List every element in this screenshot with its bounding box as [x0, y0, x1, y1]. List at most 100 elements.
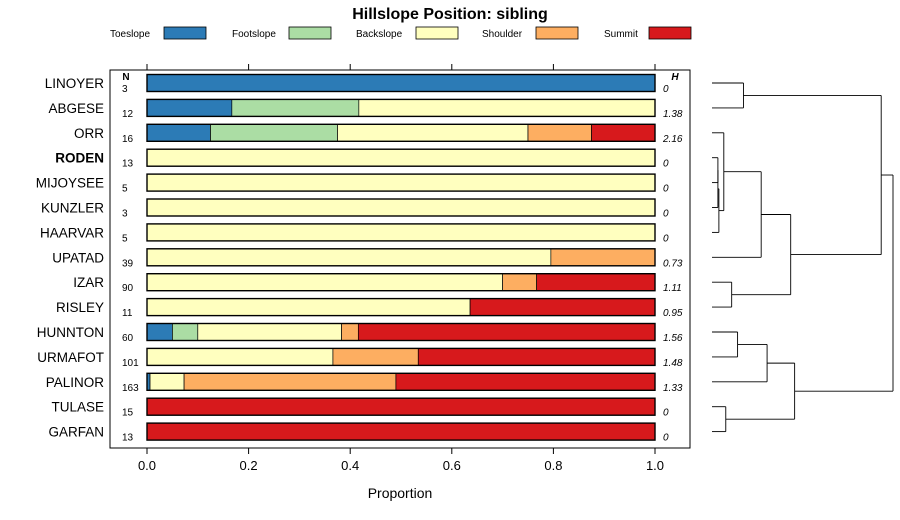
bar-segment-urmafot-summit [417, 348, 656, 366]
row-label-palinor: PALINOR [46, 375, 105, 390]
bar-segment-haarvar-backslope [146, 223, 656, 242]
row-label-izar: IZAR [73, 275, 104, 290]
bar-outline [146, 248, 656, 267]
row-label-linoyer: LINOYER [45, 76, 105, 91]
plot-frame [109, 69, 691, 449]
bar-outline [146, 422, 656, 441]
bar-outline [146, 397, 656, 416]
legend-label-shoulder: Shoulder [482, 29, 523, 40]
n-value: 101 [122, 358, 139, 369]
bar-segment-linoyer-toeslope [146, 74, 656, 92]
h-value: 0 [663, 184, 669, 195]
h-value: 1.38 [663, 109, 683, 120]
h-value: 0 [663, 433, 669, 444]
n-value: 13 [122, 433, 134, 444]
chart-title: Hillslope Position: sibling [352, 6, 548, 23]
h-value: 0.95 [663, 308, 683, 319]
bar-segment-urmafot-backslope [146, 348, 334, 366]
bar-segment-urmafot-shoulder [332, 348, 419, 366]
bar-segment-palinor-summit [395, 372, 656, 391]
bar-outline [146, 173, 656, 192]
x-tick-label: 0.6 [443, 458, 461, 473]
n-value: 5 [122, 233, 128, 244]
bar-segment-izar-backslope [146, 273, 503, 292]
dendrogram [712, 82, 894, 433]
x-axis: 0.0 0.2 0.4 0.6 0.8 1.0 [138, 64, 664, 473]
legend-swatch-shoulder [535, 26, 579, 40]
bar-outline [146, 148, 656, 167]
n-value: 60 [122, 333, 134, 344]
row-label-garfan: GARFAN [48, 425, 104, 440]
h-value: 0.73 [663, 258, 683, 269]
row-label-hunnton: HUNNTON [37, 325, 104, 340]
x-tick-label: 1.0 [646, 458, 664, 473]
row-label-roden: RODEN [55, 151, 104, 166]
bar-outline [146, 297, 656, 317]
legend-label-backslope: Backslope [356, 29, 403, 40]
bar-segment-palinor-shoulder [183, 372, 397, 391]
bar-segment-abgese-backslope [358, 99, 656, 117]
bar-outline [146, 322, 656, 342]
bar-segment-abgese-footslope [231, 99, 360, 117]
bar-segment-izar-shoulder [502, 273, 537, 292]
n-value: 11 [122, 308, 133, 319]
bar-segment-abgese-toeslope [146, 99, 233, 117]
legend-swatch-backslope [415, 26, 459, 40]
bar-segment-hunnton-toeslope [146, 323, 173, 341]
legend-swatch-toeslope [163, 26, 207, 40]
h-value: 2.16 [662, 134, 683, 145]
row-label-haarvar: HAARVAR [40, 225, 104, 240]
bar-segment-orr-summit [591, 123, 656, 142]
row-label-orr: ORR [74, 126, 104, 141]
h-value: 0 [663, 84, 669, 95]
row-label-kunzler: KUNZLER [41, 201, 104, 216]
row-label-abgese: ABGESE [48, 101, 104, 116]
bar-segment-risley-summit [469, 298, 656, 316]
bar-outline [146, 73, 656, 93]
h-value: 0 [663, 408, 669, 419]
legend-label-summit: Summit [604, 29, 638, 40]
bar-segment-roden-backslope [146, 148, 656, 167]
legend-label-footslope: Footslope [232, 29, 276, 40]
x-axis-label: Proportion [368, 485, 433, 501]
bar-segment-orr-footslope [210, 123, 338, 142]
bar-segment-mijoysee-backslope [146, 173, 656, 192]
bar-outline [146, 98, 656, 118]
row-label-mijoysee: MIJOYSEE [36, 176, 104, 191]
h-value: 0 [663, 233, 669, 244]
bar-outline [146, 372, 656, 391]
bar-segment-tulase-summit [146, 397, 656, 416]
h-value: 0 [663, 159, 669, 170]
bar-outline [146, 347, 656, 367]
x-tick-label: 0.0 [138, 458, 156, 473]
row-label-tulase: TULASE [51, 400, 104, 415]
legend-swatch-footslope [288, 26, 332, 40]
n-value: 3 [122, 84, 128, 95]
h-value: 1.48 [663, 358, 683, 369]
n-value: 3 [122, 209, 128, 220]
x-tick-label: 0.4 [341, 458, 359, 473]
n-value: 12 [122, 109, 134, 120]
n-value: 39 [122, 258, 134, 269]
x-tick-label: 0.2 [240, 458, 258, 473]
n-value: 5 [122, 184, 128, 195]
bar-segment-orr-shoulder [527, 123, 592, 142]
row-label-urmafot: URMAFOT [37, 350, 104, 365]
n-value: 16 [122, 134, 134, 145]
x-tick-label: 0.8 [544, 458, 562, 473]
row-labels: LINOYER 3 0 ABGESE 12 1.38 ORR 16 2.16 RODEN 13 0 MI… [36, 76, 683, 444]
bar-segment-izar-summit [536, 273, 656, 292]
h-value: 1.56 [663, 333, 683, 344]
bar-segment-hunnton-summit [357, 323, 656, 341]
n-column-header: N [122, 72, 129, 83]
h-value: 0 [663, 209, 669, 220]
bar-outline [146, 123, 656, 143]
legend-swatch-summit [648, 26, 692, 40]
n-value: 15 [122, 408, 134, 419]
bar-segment-kunzler-backslope [146, 198, 656, 217]
bar-segment-orr-backslope [337, 123, 529, 142]
bar-segment-hunnton-backslope [197, 323, 342, 341]
bar-outline [146, 198, 656, 217]
bar-segment-orr-toeslope [146, 123, 211, 142]
